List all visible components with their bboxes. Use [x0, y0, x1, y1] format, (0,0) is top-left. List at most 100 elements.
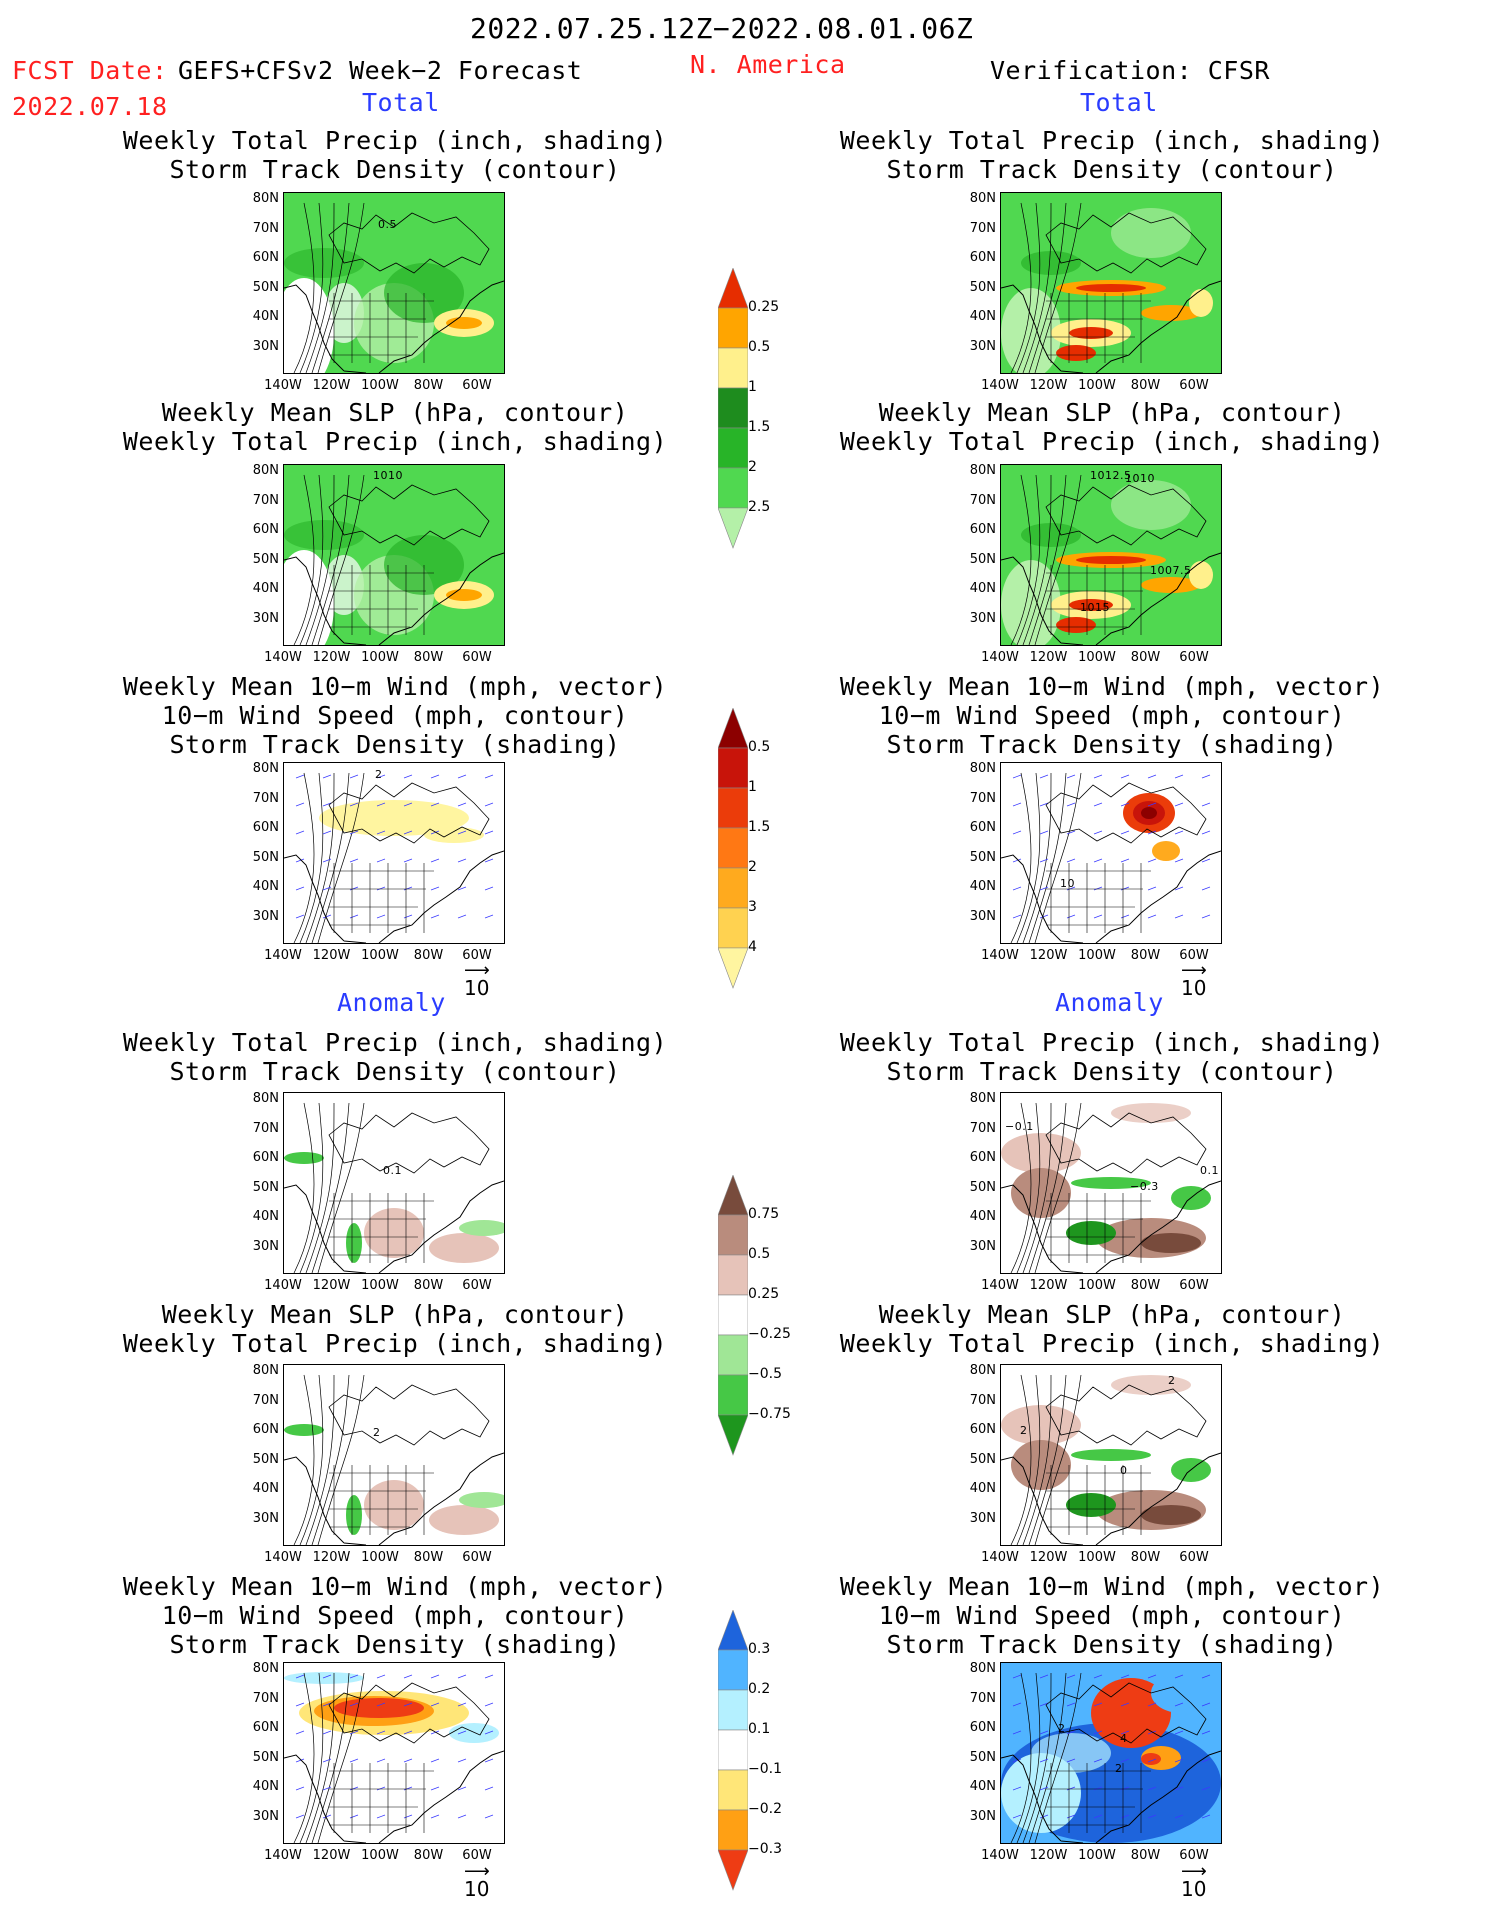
colorbar-bin: [717, 1334, 749, 1376]
lon-tick-label: 140W: [981, 1278, 1019, 1293]
colorbar-label: 2: [748, 459, 757, 475]
lat-tick-label: 40N: [252, 1481, 279, 1496]
lat-tick-label: 60N: [252, 522, 279, 537]
colorbar-bin: [717, 787, 749, 829]
lat-tick-label: 30N: [969, 338, 996, 354]
lon-tick-label: 80W: [1130, 1848, 1161, 1863]
colorbar-bin: [717, 347, 749, 389]
colorbar-bin: [717, 467, 749, 509]
colorbar-bin: [717, 1809, 749, 1851]
lon-tick-label: 60W: [462, 948, 492, 963]
colorbar-bin: [717, 1729, 749, 1771]
colorbar-label: 1.5: [748, 419, 771, 435]
vector-reference: ⟶ 10: [1181, 960, 1207, 1001]
lat-tick-label: 60N: [969, 522, 996, 537]
lon-tick-label: 100W: [1078, 1848, 1116, 1863]
lat-tick-label: 60N: [969, 1422, 996, 1437]
lat-tick-label: 30N: [969, 1238, 996, 1254]
lat-tick-label: 60N: [252, 820, 279, 835]
lon-tick-label: 120W: [1029, 1278, 1068, 1293]
lat-tick-label: 30N: [252, 1808, 279, 1824]
lat-tick-label: 50N: [969, 1749, 996, 1765]
lat-tick-label: 80N: [969, 1091, 996, 1106]
lon-tick-label: 120W: [312, 1278, 351, 1293]
map-plot: [1001, 1663, 1221, 1843]
colorbar-bin: [717, 1294, 749, 1336]
lat-tick-label: 30N: [969, 610, 996, 626]
colorbar-bin: [717, 907, 749, 949]
colorbar: [717, 267, 749, 562]
lon-tick-label: 140W: [264, 1278, 302, 1293]
contour-label: 2: [1058, 1722, 1066, 1735]
lat-tick-label: 30N: [969, 908, 996, 924]
lon-tick-label: 60W: [1179, 948, 1209, 963]
lon-tick-label: 60W: [1179, 1848, 1209, 1863]
map-plot: [284, 1365, 504, 1545]
contour-label: 10: [1060, 877, 1075, 890]
panel-title: Weekly Total Precip (inch, shading) Storm…: [122, 126, 668, 184]
lon-tick-label: 60W: [462, 1550, 492, 1565]
colorbar-label: 1.5: [748, 819, 771, 835]
map-plot: [1001, 1365, 1221, 1545]
lat-tick-label: 70N: [252, 1690, 279, 1706]
contour-label: 2: [1115, 1762, 1123, 1775]
map-panel: [1000, 1364, 1222, 1546]
lat-tick-label: 80N: [252, 463, 279, 478]
colorbar-bin: [717, 1649, 749, 1691]
lon-tick-label: 100W: [361, 1550, 399, 1565]
colorbar-label: −0.1: [748, 1761, 782, 1777]
fcst-label: FCST Date:: [12, 56, 168, 85]
lon-tick-label: 100W: [361, 1278, 399, 1293]
lon-tick-label: 80W: [1130, 1278, 1161, 1293]
contour-label: 4: [1120, 1732, 1128, 1745]
lat-tick-label: 50N: [969, 551, 996, 567]
lat-tick-label: 70N: [969, 790, 996, 806]
colorbar-label: 1: [748, 379, 757, 395]
map-panel: [1000, 464, 1222, 646]
map-panel: [1000, 1092, 1222, 1274]
contour-label: −0.1: [1005, 1120, 1034, 1133]
lon-tick-label: 80W: [413, 650, 444, 665]
lon-tick-label: 140W: [981, 948, 1019, 963]
lat-tick-label: 40N: [252, 1779, 279, 1794]
colorbar-label: −0.5: [748, 1366, 782, 1382]
contour-label: 0.1: [383, 1164, 402, 1177]
panel-title: Weekly Total Precip (inch, shading) Storm…: [839, 1028, 1385, 1086]
lon-tick-label: 140W: [981, 650, 1019, 665]
panel-title: Weekly Mean SLP (hPa, contour) Weekly Tot…: [122, 398, 668, 456]
lon-tick-label: 80W: [1130, 650, 1161, 665]
map-panel: [1000, 192, 1222, 374]
lat-tick-label: 50N: [252, 1451, 279, 1467]
panel-title: Weekly Mean 10−m Wind (mph, vector) 10−m …: [122, 672, 668, 759]
map-panel: [1000, 1662, 1222, 1844]
colorbar-label: −0.75: [748, 1406, 791, 1422]
contour-label: 2: [1020, 1424, 1028, 1437]
colorbar-label: 0.5: [748, 1246, 771, 1262]
colorbar-bin: [717, 427, 749, 469]
colorbar-bin: [717, 387, 749, 429]
map-plot: [284, 1093, 504, 1273]
colorbar-bin: [717, 707, 749, 749]
colorbar: [717, 1609, 749, 1904]
lon-tick-label: 100W: [1078, 650, 1116, 665]
lat-tick-label: 70N: [252, 1392, 279, 1408]
lon-tick-label: 100W: [361, 948, 399, 963]
lat-tick-label: 70N: [969, 1690, 996, 1706]
contour-label: 0.1: [1200, 1164, 1219, 1177]
panel-title: Weekly Mean 10−m Wind (mph, vector) 10−m …: [839, 672, 1385, 759]
lat-tick-label: 30N: [252, 1238, 279, 1254]
colorbar-bin: [717, 1254, 749, 1296]
lat-tick-label: 30N: [252, 908, 279, 924]
lat-tick-label: 70N: [969, 1392, 996, 1408]
lat-tick-label: 60N: [969, 1150, 996, 1165]
region-label: N. America: [690, 50, 846, 79]
colorbar-bin: [717, 1214, 749, 1256]
colorbar-bin: [717, 1414, 749, 1456]
lon-tick-label: 120W: [1029, 948, 1068, 963]
lon-tick-label: 140W: [981, 1550, 1019, 1565]
lat-tick-label: 60N: [969, 250, 996, 265]
vector-reference: ⟶ 10: [464, 960, 490, 1001]
lat-tick-label: 40N: [969, 879, 996, 894]
colorbar-bin: [717, 747, 749, 789]
colorbar-bin: [717, 1849, 749, 1891]
